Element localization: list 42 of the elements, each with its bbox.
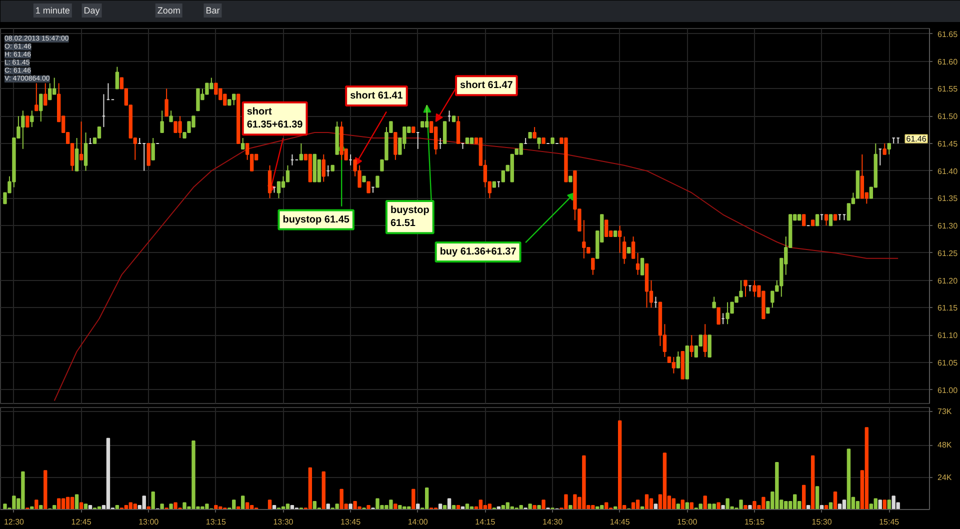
x-tick-label: 12:45 (71, 518, 92, 526)
text: Day (84, 6, 100, 16)
y-tick-label: 61.10 (938, 331, 958, 340)
x-tick-label: 15:00 (677, 518, 698, 526)
y-tick-label: 61.05 (938, 358, 958, 368)
y-tick-label: 61.50 (938, 112, 958, 122)
y-tick-label: 61.45 (938, 139, 958, 148)
y-tick-label: 61.40 (938, 166, 958, 176)
y-tick-label: 61.30 (938, 222, 958, 231)
annotation: buystop 61.51 (390, 204, 430, 230)
text: 1 minute (35, 6, 70, 16)
annotation: short 61.35+61.39 (246, 106, 304, 131)
annotation: short 61.41 (350, 90, 404, 102)
y-tick-label: 61.60 (938, 57, 958, 66)
y-tick-label: 61.65 (938, 30, 958, 39)
x-tick-label: 14:30 (542, 518, 564, 526)
y-tick-label: 24K (938, 472, 952, 482)
x-tick-label: 13:30 (273, 518, 294, 526)
y-tick-label: 61.35 (938, 194, 958, 204)
y-tick-label: 61.00 (938, 386, 958, 395)
x-tick-label: 15:45 (879, 518, 900, 526)
y-tick-label: 61.55 (938, 84, 958, 94)
text: Zoom (157, 6, 180, 16)
x-tick-label: 13:00 (138, 518, 160, 526)
y-tick-label: 61.20 (938, 276, 958, 286)
x-tick-label: 12:30 (4, 518, 25, 526)
x-tick-label: 13:15 (206, 518, 226, 526)
annotation: 61.46 (906, 134, 927, 144)
x-tick-label: 14:00 (408, 518, 428, 526)
y-tick-label: 73K (938, 407, 952, 416)
x-tick-label: 15:15 (744, 518, 766, 526)
y-tick-label: 61.15 (938, 304, 958, 313)
y-tick-label: 48K (938, 440, 952, 450)
text: Bar (206, 6, 220, 16)
annotation: buy 61.36+61.37 (440, 246, 517, 258)
annotation: short 61.47 (460, 80, 514, 92)
x-tick-label: 13:45 (340, 518, 362, 526)
annotation: buystop 61.45 (282, 214, 350, 226)
x-tick-label: 14:15 (475, 518, 496, 526)
x-tick-label: 15:30 (812, 518, 832, 526)
y-tick-label: 61.25 (938, 248, 958, 258)
x-tick-label: 14:45 (610, 518, 630, 526)
